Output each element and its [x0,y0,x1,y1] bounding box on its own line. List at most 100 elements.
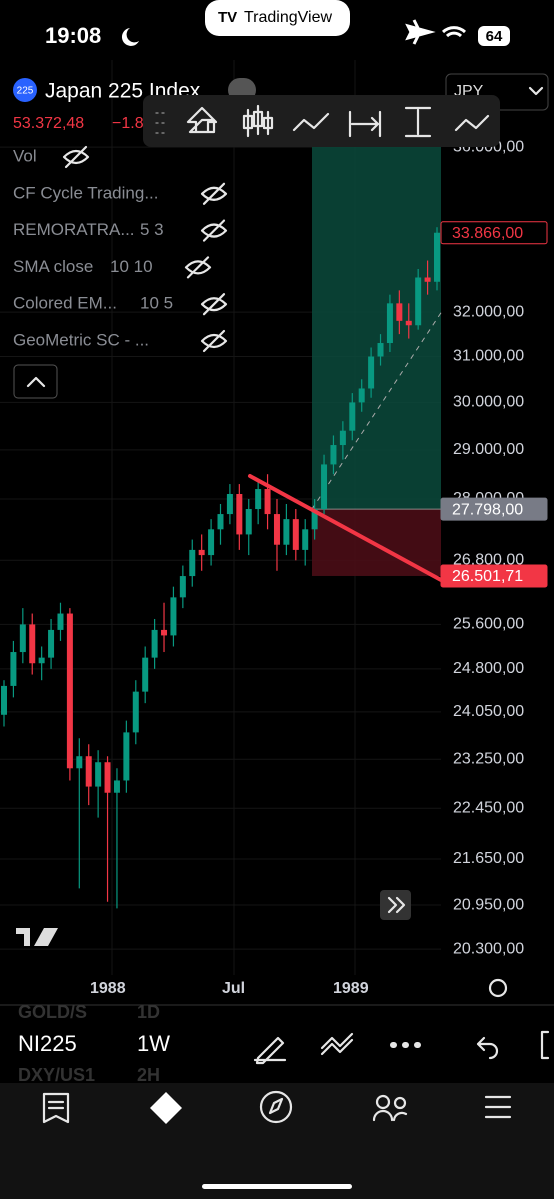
candle-body [76,756,83,769]
symbol-name: NI225 [18,1031,77,1056]
indicator-params: 10 10 [110,257,153,276]
candle-body [189,549,196,577]
candle-body [113,780,120,793]
candle-body [226,493,233,515]
x-tick-label: Jul [222,980,245,997]
candle-body [236,493,243,535]
chevron [528,86,544,96]
candle-body [311,509,318,530]
banner-logo: TV [218,9,237,26]
candle-body [19,624,26,653]
chart-icon[interactable] [150,1092,182,1124]
indicator-name: REMORATRA... [13,220,135,239]
hidden-eye-icon[interactable] [200,329,228,353]
indicator-name: GeoMetric SC - ... [13,330,149,349]
hidden-eye-icon[interactable] [62,145,90,169]
candle-body [66,613,73,769]
candle-body [38,657,45,664]
candle-body [415,277,422,326]
menu-icon[interactable] [484,1095,512,1119]
candle-body [142,657,149,692]
symbol-name: DXY/US1 [18,1065,95,1085]
candle-body [198,549,205,556]
line-tool[interactable] [292,112,330,132]
candle-body [264,489,271,515]
last-badge [440,221,548,245]
entry-label: 27.798,00 [452,501,523,518]
x-tick-label: 1988 [90,980,126,997]
hidden-eye-icon[interactable] [200,219,228,242]
expand-button[interactable] [13,364,58,399]
last-label: 33.866,00 [452,225,523,242]
candle-body [349,402,356,431]
candle-body [132,691,139,733]
y-tick-label: 29.000,00 [453,441,524,458]
moon-icon [121,28,139,46]
tv-logo [16,928,58,946]
interval: 2H [137,1065,160,1085]
airplane-icon [405,19,436,45]
candle-body [1,685,7,715]
battery [478,26,510,46]
banner-text: TradingView [244,9,332,26]
explore-icon[interactable] [259,1090,293,1124]
candle-body [339,430,346,446]
indicator-params: 5 3 [140,220,164,239]
undo-icon[interactable] [476,1036,499,1060]
candle-body [95,762,102,787]
date-range-tool[interactable] [348,110,382,138]
interval: 1W [137,1031,170,1056]
panel-icon[interactable] [540,1030,550,1060]
pen-icon[interactable] [253,1036,287,1065]
price: 53.372,48 [13,115,84,132]
candle-body [302,529,309,550]
settings-icon[interactable] [488,978,508,998]
trend-line [248,474,443,582]
stop-badge [440,564,548,588]
symbol-name: GOLD/S [18,1002,87,1022]
pattern-tool[interactable] [454,114,490,132]
hidden-eye-icon[interactable] [200,182,228,205]
y-tick-label: 30.000,00 [453,394,524,411]
candle-body [396,303,403,321]
candle-body [368,356,375,389]
y-tick-label: 24.050,00 [453,703,524,720]
hidden-eye-icon[interactable] [184,256,212,279]
candle-body [161,629,168,636]
candle-body [386,303,393,344]
interval: 1D [137,1002,160,1022]
hidden-eye-icon[interactable] [200,293,228,316]
x-tick-label: 1989 [333,980,369,997]
symbol-badge [13,78,37,102]
entry-badge [440,497,548,521]
candle-body [85,756,92,787]
indicator-name: CF Cycle Trading... [13,183,159,202]
indicators-icon[interactable] [320,1032,354,1056]
candle-body [377,343,384,357]
candle-body [57,613,64,630]
candle-body [170,597,177,636]
battery-level: 64 [486,28,503,45]
y-tick-label: 25.600,00 [453,616,524,633]
community-icon[interactable] [372,1094,408,1122]
arrow-tool[interactable] [186,106,218,134]
compass-needle [268,1097,284,1115]
candle-body [358,388,365,403]
banner [205,0,350,36]
candle-body [29,624,36,664]
candle-body [424,277,431,282]
candle-body [48,629,55,658]
indicator-name: Colored EM... [13,294,117,313]
watchlist-icon[interactable] [42,1092,70,1124]
y-tick-label: 26.800,00 [453,552,524,569]
candle-body [255,489,262,510]
candle-body [245,509,252,535]
y-tick-label: 31.000,00 [453,348,524,365]
y-tick-label: 32.000,00 [453,303,524,320]
price-range-tool[interactable] [404,106,432,138]
clock: 19:08 [45,23,101,48]
candle-tool[interactable] [242,104,274,138]
y-tick-label: 20.300,00 [453,940,524,957]
candle-body [330,445,337,465]
